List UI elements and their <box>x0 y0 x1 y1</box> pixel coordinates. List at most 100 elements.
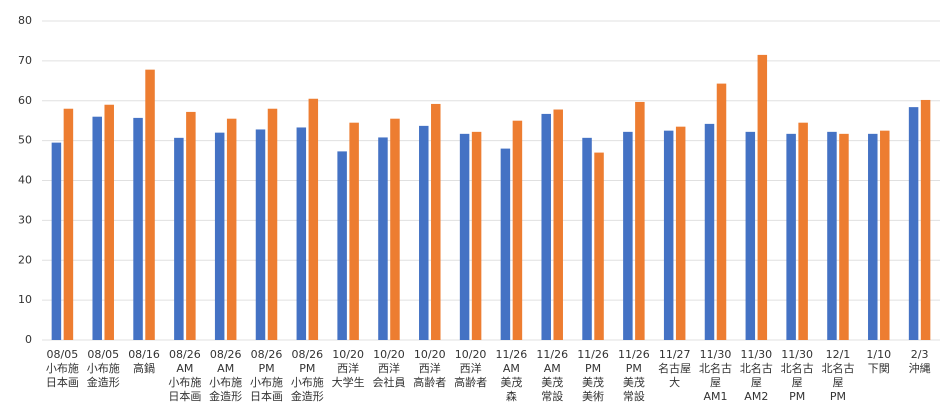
x-tick-label: 08/26 <box>291 348 323 361</box>
bar <box>51 142 62 340</box>
x-tick-label: 屋 <box>751 376 762 389</box>
x-tick-label: 名古屋 <box>658 361 691 375</box>
x-tick-label: 小布施 <box>87 362 120 375</box>
bar <box>786 133 796 340</box>
x-tick-label: PM <box>299 362 315 375</box>
x-tick-label: 屋 <box>792 376 803 389</box>
x-tick-label: 10/20 <box>332 348 364 361</box>
bar <box>308 98 319 340</box>
x-tick-label: 08/26 <box>251 348 283 361</box>
bar <box>214 132 225 340</box>
x-tick-label: 下関 <box>868 362 890 375</box>
bar <box>296 127 307 340</box>
bar <box>663 130 674 340</box>
bar <box>431 103 441 340</box>
x-tick-label: 小布施 <box>46 362 79 375</box>
x-tick-label: AM <box>503 362 520 375</box>
y-tick-label: 50 <box>18 134 32 147</box>
x-tick-label: 小布施 <box>291 376 324 389</box>
x-tick-label: 金造形 <box>209 389 242 403</box>
x-tick-label: 大学生 <box>332 375 365 389</box>
x-tick-label: 11/26 <box>536 348 568 361</box>
x-tick-label: PM <box>258 362 274 375</box>
bar <box>471 131 482 340</box>
bar <box>512 120 523 340</box>
bar <box>839 133 849 340</box>
x-tick-label: 日本画 <box>168 389 201 403</box>
x-tick-label: 小布施 <box>168 376 201 389</box>
x-tick-label: 金造形 <box>87 375 120 389</box>
y-tick-label: 20 <box>18 253 32 266</box>
bar <box>378 137 388 340</box>
bar <box>908 107 919 340</box>
x-tick-label: 08/05 <box>47 348 79 361</box>
bar <box>716 83 727 340</box>
x-tick-label: 10/20 <box>455 348 487 361</box>
x-tick-label: 常設 <box>541 389 563 403</box>
bar <box>226 118 237 340</box>
x-tick-label: PM <box>626 362 642 375</box>
x-tick-label: 美茂 <box>582 375 604 389</box>
x-tick-label: 北名古 <box>699 361 732 375</box>
x-tick-label: 美茂 <box>541 375 563 389</box>
x-tick-label: 小布施 <box>209 376 242 389</box>
x-tick-label: 日本画 <box>46 375 79 389</box>
x-tick-label: AM <box>176 362 193 375</box>
bar <box>704 123 715 340</box>
x-tick-label: 11/30 <box>700 348 732 361</box>
bar <box>594 152 604 340</box>
x-tick-label: 11/26 <box>496 348 528 361</box>
x-tick-label: 美茂 <box>623 375 645 389</box>
y-tick-label: 40 <box>18 174 32 187</box>
bar <box>390 118 400 340</box>
bar <box>92 116 102 340</box>
x-tick-label: 森 <box>506 389 517 403</box>
bar <box>63 108 74 340</box>
y-tick-label: 0 <box>25 333 32 346</box>
x-tick-label: 美術 <box>582 390 604 403</box>
x-tick-label: 北名古 <box>781 361 814 375</box>
x-tick-label: 1/10 <box>866 348 891 361</box>
x-tick-label: 11/26 <box>618 348 650 361</box>
bar <box>500 148 511 340</box>
y-tick-label: 80 <box>18 14 32 27</box>
x-tick-label: 西洋 <box>419 361 441 375</box>
bar <box>635 101 645 340</box>
bar <box>623 131 633 340</box>
x-tick-label: AM2 <box>744 390 768 403</box>
bar <box>582 137 592 340</box>
bar <box>133 117 143 341</box>
x-tick-label: 会社員 <box>372 375 405 389</box>
x-tick-label: 屋 <box>832 376 843 389</box>
y-tick-label: 30 <box>18 213 32 226</box>
bar <box>675 126 686 340</box>
bar <box>186 111 196 340</box>
x-tick-label: 11/27 <box>659 348 691 361</box>
x-tick-label: 西洋 <box>378 361 400 375</box>
bar <box>553 109 563 341</box>
bar <box>868 133 878 340</box>
y-tick-label: 60 <box>18 94 32 107</box>
x-tick-label: PM <box>830 390 846 403</box>
bar <box>880 130 890 340</box>
y-tick-label: 70 <box>18 54 32 67</box>
x-tick-label: 11/30 <box>740 348 772 361</box>
y-tick-label: 10 <box>18 293 32 306</box>
x-tick-label: 11/30 <box>781 348 813 361</box>
x-tick-label: 大 <box>669 375 680 389</box>
bar <box>459 133 470 340</box>
x-tick-label: 常設 <box>623 389 645 403</box>
bar <box>920 99 931 340</box>
bar <box>541 113 551 340</box>
x-tick-label: 沖縄 <box>909 361 931 375</box>
x-tick-label: 美茂 <box>500 375 522 389</box>
x-tick-label: AM <box>217 362 234 375</box>
bar <box>419 125 429 340</box>
bar <box>174 137 184 340</box>
x-tick-label: 高齢者 <box>413 375 446 389</box>
x-tick-label: 08/05 <box>87 348 119 361</box>
x-tick-label: 屋 <box>710 376 721 389</box>
x-tick-label: 小布施 <box>250 376 283 389</box>
x-tick-label: 金造形 <box>291 389 324 403</box>
x-tick-label: PM <box>585 362 601 375</box>
